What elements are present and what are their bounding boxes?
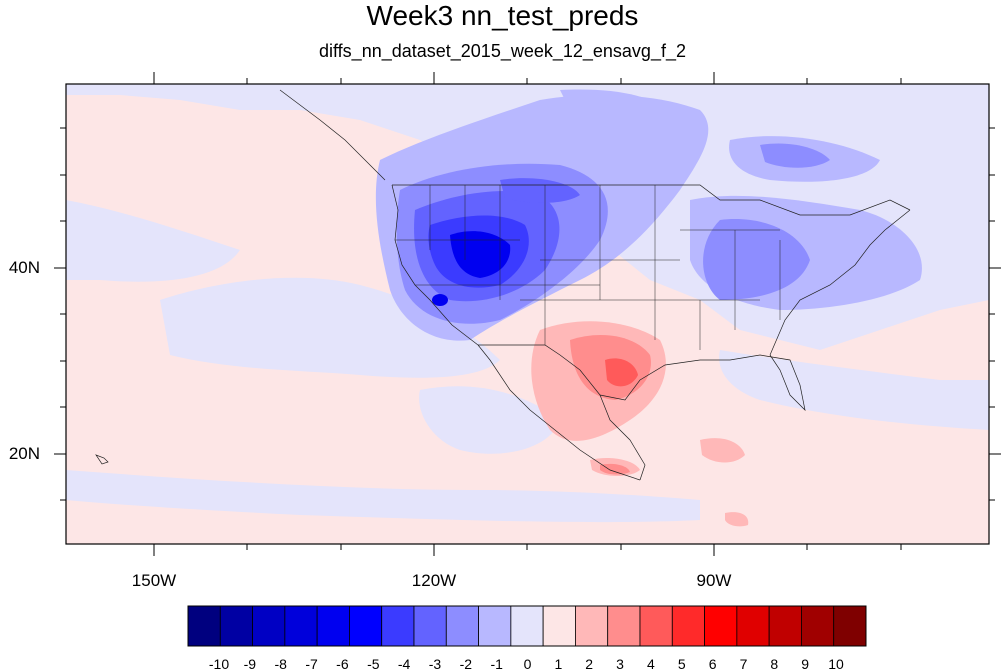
x-label-120w: 120W xyxy=(411,571,457,590)
colorbar xyxy=(187,605,867,647)
colorbar-label: 5 xyxy=(677,656,686,672)
colorbar-box xyxy=(316,605,350,647)
colorbar-box xyxy=(413,605,447,647)
colorbar-label: -6 xyxy=(336,656,349,672)
colorbar-box xyxy=(445,605,479,647)
tick-marks xyxy=(54,72,1001,556)
colorbar-box xyxy=(252,605,286,647)
colorbar-label: 10 xyxy=(828,656,844,672)
colorbar-label: -2 xyxy=(459,656,473,672)
colorbar-label: 9 xyxy=(801,656,809,672)
colorbar-box xyxy=(671,605,705,647)
colorbar-box xyxy=(284,605,318,647)
colorbar-label: 6 xyxy=(708,656,717,672)
colorbar-box xyxy=(478,605,512,647)
colorbar-box xyxy=(801,605,835,647)
colorbar-box xyxy=(381,605,415,647)
colorbar-frame xyxy=(187,605,867,647)
colorbar-box xyxy=(704,605,738,647)
colorbar-label: 3 xyxy=(616,656,624,672)
colorbar-label: -9 xyxy=(243,656,257,672)
colorbar-box xyxy=(607,605,641,647)
y-label-40n: 40N xyxy=(8,258,40,277)
colorbar-label: -8 xyxy=(274,656,287,672)
colorbar-label: 8 xyxy=(770,656,779,672)
colorbar-box xyxy=(510,605,544,647)
colorbar-box xyxy=(349,605,383,647)
plot-subtitle: diffs_nn_dataset_2015_week_12_ensavg_f_2 xyxy=(319,41,686,61)
colorbar-box xyxy=(833,605,867,647)
colorbar-box xyxy=(219,605,253,647)
colorbar-label: -4 xyxy=(397,656,411,672)
colorbar-label: -5 xyxy=(367,656,380,672)
plot-title: Week3 nn_test_preds xyxy=(366,0,639,31)
colorbar-label: 0 xyxy=(523,656,532,672)
colorbar-box xyxy=(639,605,673,647)
colorbar-label: -7 xyxy=(305,656,318,672)
red-level-3 xyxy=(605,358,638,387)
colorbar-box xyxy=(187,605,221,647)
colorbar-label: 2 xyxy=(585,656,594,672)
colorbar-box xyxy=(736,605,770,647)
colorbar-box xyxy=(542,605,576,647)
colorbar-label: -1 xyxy=(490,656,503,672)
colorbar-box xyxy=(768,605,802,647)
state-lines xyxy=(395,185,781,350)
colorbar-label: 1 xyxy=(554,656,563,672)
colorbar-box xyxy=(575,605,609,647)
colorbar-label: -10 xyxy=(208,656,230,672)
coastlines xyxy=(95,89,911,481)
colorbar-label: 7 xyxy=(739,656,748,672)
colorbar-label: 4 xyxy=(646,656,655,672)
colorbar-label: -3 xyxy=(428,656,442,672)
y-label-20n: 20N xyxy=(8,444,40,463)
x-label-90w: 90W xyxy=(696,571,732,590)
x-label-150w: 150W xyxy=(131,571,177,590)
